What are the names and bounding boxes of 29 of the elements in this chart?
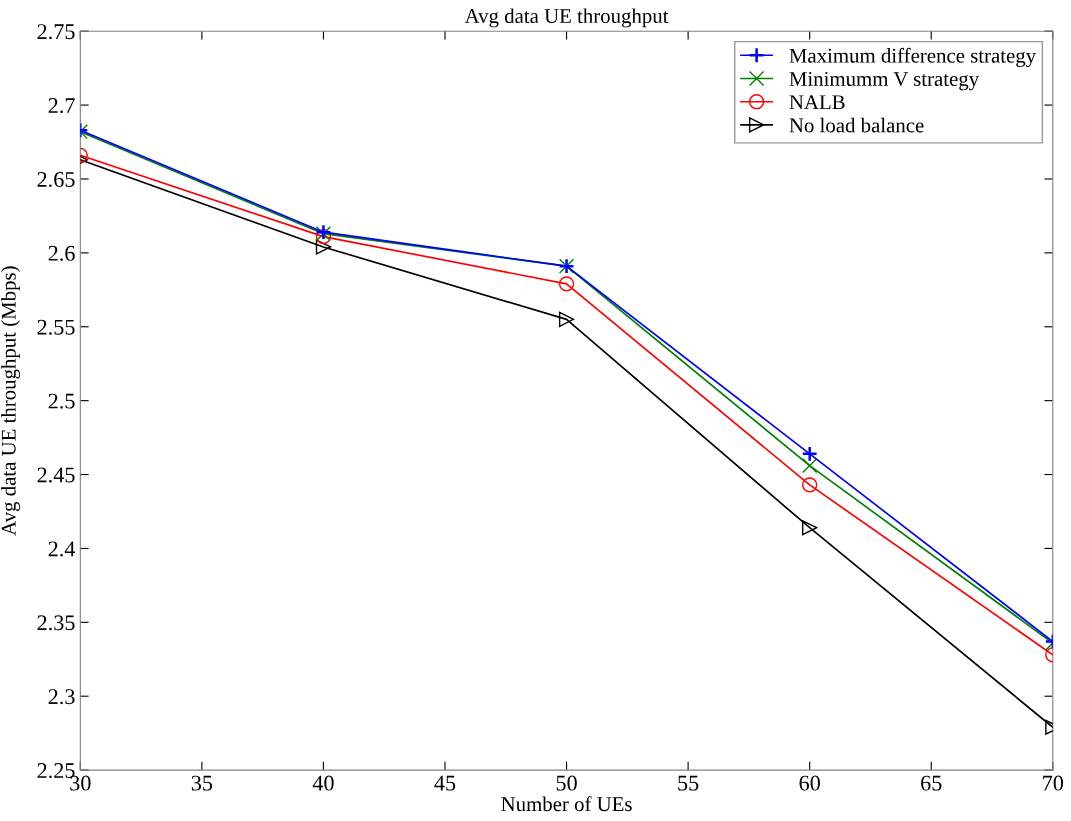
legend-label: No load balance xyxy=(789,117,924,133)
x-tick-label: 55 xyxy=(678,775,699,791)
legend-label: Maximum difference strategy xyxy=(789,47,1037,68)
x-tick-label: 70 xyxy=(1043,775,1064,791)
y-tick-label: 2.4 xyxy=(48,541,76,557)
x-tick-label: 40 xyxy=(312,775,334,791)
x-tick-label: 65 xyxy=(921,775,942,791)
y-tick-label: 2.6 xyxy=(48,245,75,261)
x-tick-label: 45 xyxy=(434,775,456,791)
y-tick-label: 2.3 xyxy=(48,689,75,705)
x-tick-label: 60 xyxy=(799,775,820,791)
point xyxy=(558,311,575,328)
y-tick-label: 2.45 xyxy=(37,467,75,483)
chart-title: Avg data UE throughput xyxy=(464,8,669,28)
y-tick-label: 2.75 xyxy=(37,24,75,40)
point xyxy=(558,276,575,292)
point xyxy=(315,239,332,255)
legend-label: NALB xyxy=(789,95,845,110)
y-tick-label: 2.65 xyxy=(37,171,75,187)
y-tick-label: 2.35 xyxy=(37,615,75,631)
y-tick-label: 2.55 xyxy=(37,319,75,335)
x-tick-label: 35 xyxy=(191,775,213,791)
x-tick-label: 50 xyxy=(556,775,577,791)
legend-label: Minimumm V strategy xyxy=(789,71,980,91)
y-tick-label: 2.5 xyxy=(48,393,75,409)
y-axis-title: Avg data UE throughput (Mbps) xyxy=(1,266,21,536)
y-tick-label: 2.7 xyxy=(48,98,75,114)
x-axis-title: Number of UEs xyxy=(501,796,632,812)
point xyxy=(801,445,818,463)
